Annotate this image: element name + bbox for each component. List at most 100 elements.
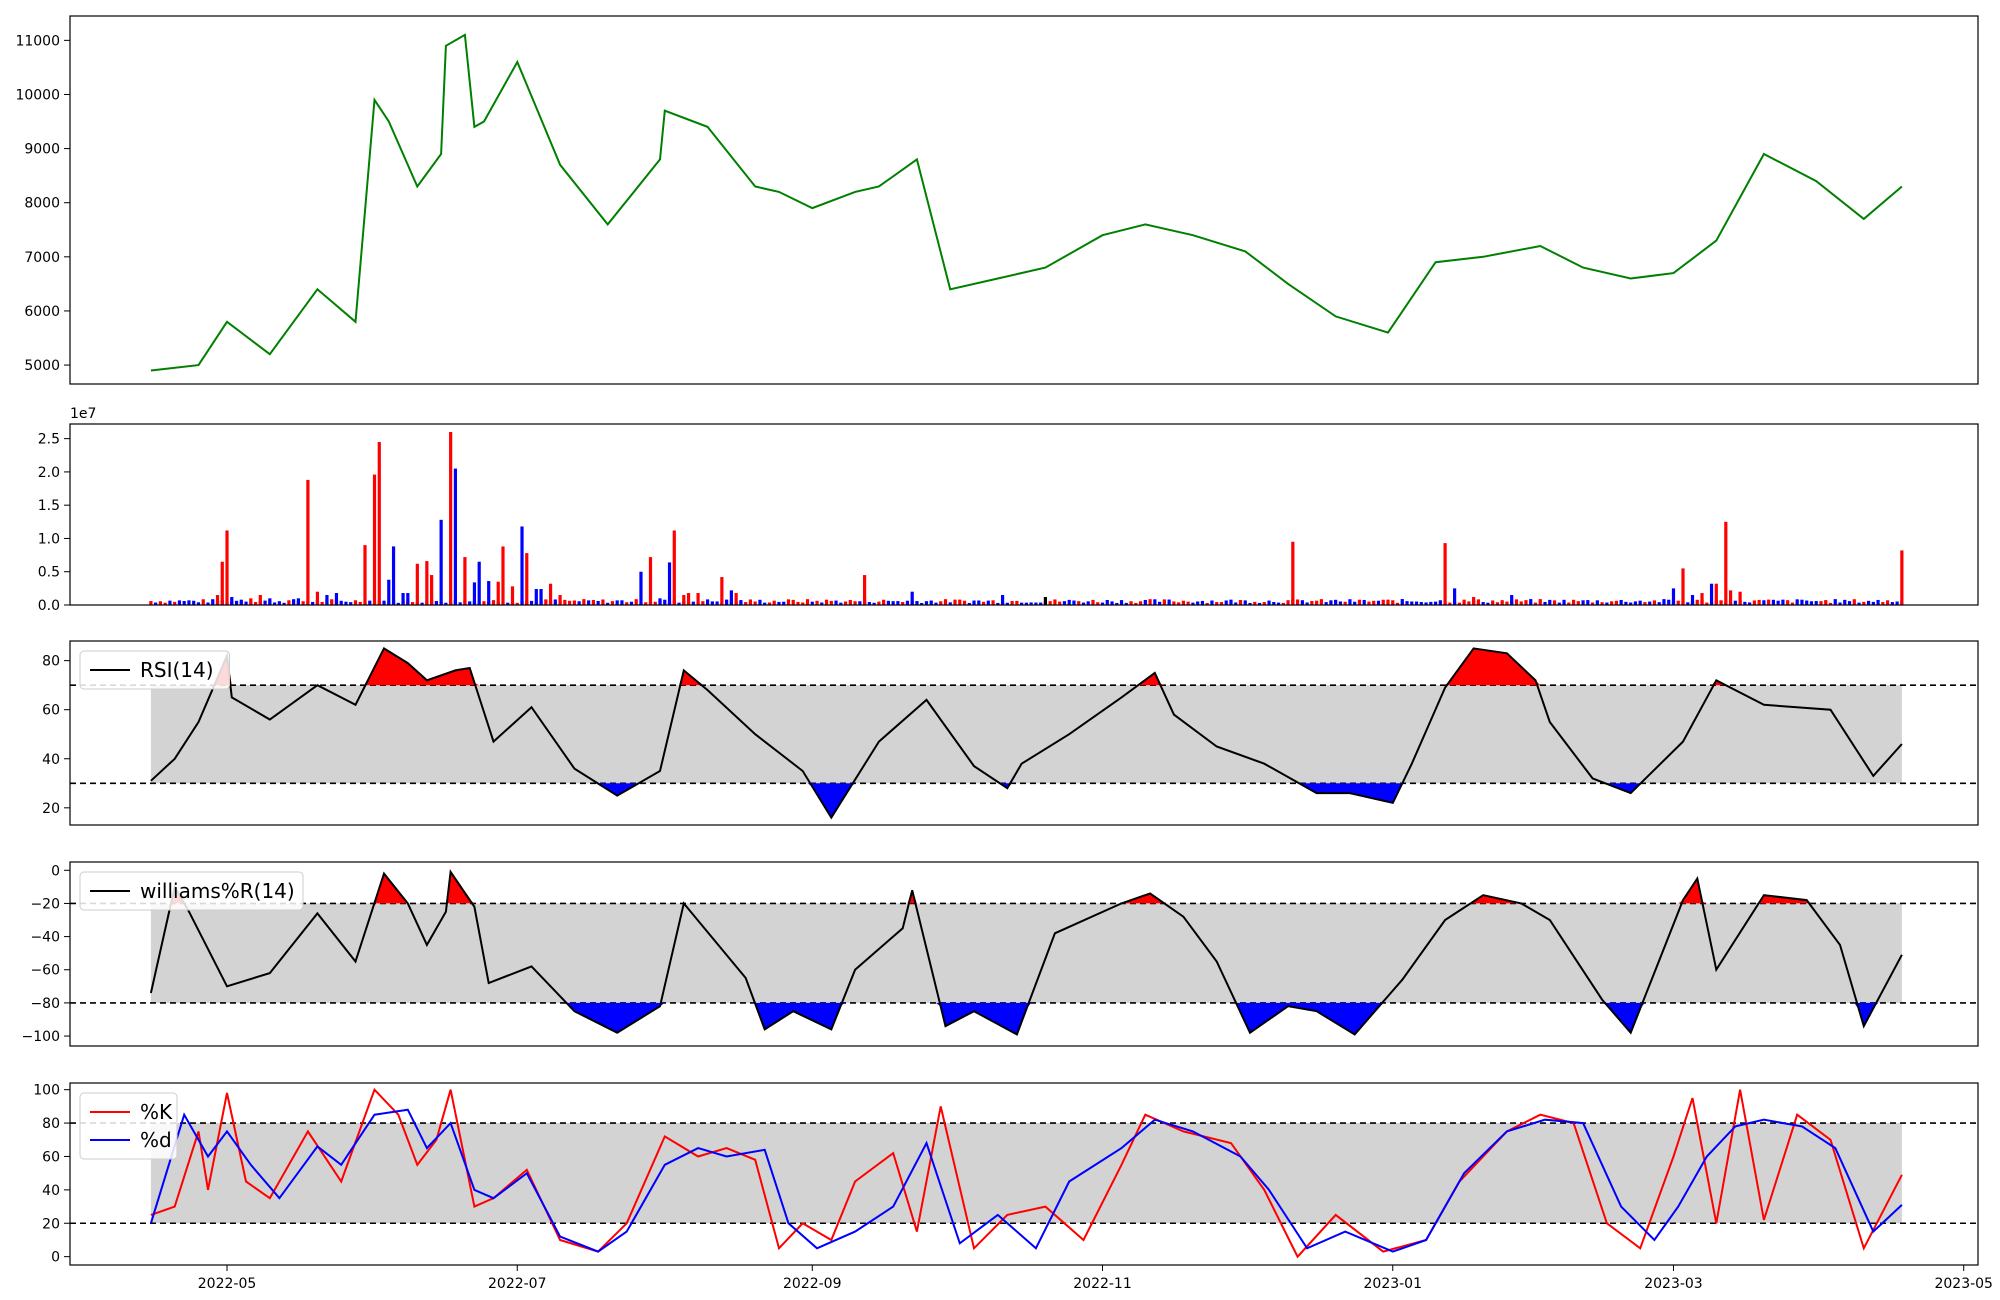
volume-bar (425, 561, 429, 605)
y-tick-label: 80 (42, 1116, 60, 1132)
y-tick-label: 40 (42, 752, 60, 768)
legend-box (79, 650, 230, 690)
volume-bar (772, 600, 776, 605)
volume-bar (1224, 600, 1228, 605)
overbought-fill (150, 648, 1902, 686)
volume-bar (158, 601, 163, 605)
volume-bar (1610, 601, 1614, 605)
volume-bar (1728, 590, 1733, 605)
volume-bar (634, 599, 638, 605)
volume-bar (182, 601, 186, 605)
price-line (150, 33, 1903, 372)
volume-bar (525, 553, 529, 605)
volume-bar (1491, 600, 1495, 605)
volume-bar (1253, 601, 1257, 605)
volume-bar (253, 602, 258, 605)
volume-bar (1329, 600, 1333, 605)
volume-bar (1671, 588, 1676, 605)
volume-bar (1462, 599, 1466, 605)
volume-bar (777, 601, 781, 605)
volume-bar (201, 599, 205, 605)
volume-bar (891, 601, 895, 605)
volume-bar (1457, 602, 1461, 605)
volume-bar (548, 583, 553, 605)
y-tick-label: 40 (42, 1183, 60, 1199)
volume-bar (981, 601, 986, 605)
volume-bar (1086, 601, 1090, 605)
volume-bar (601, 599, 605, 605)
volume-bar (943, 599, 948, 605)
overbought-fill (150, 871, 1902, 904)
volume-bar (330, 599, 334, 605)
volume-bar (1795, 599, 1799, 605)
volume-bar (277, 601, 281, 605)
volume-bar (615, 600, 619, 605)
volume-bar (1376, 600, 1381, 605)
volume-bar (149, 601, 153, 605)
volume-bar (705, 599, 710, 605)
volume-bar (1343, 601, 1347, 605)
volume-bar (339, 600, 343, 605)
volume-bar (572, 600, 576, 605)
volume-bar (1738, 591, 1742, 605)
volume-bar (729, 590, 733, 605)
volume-bar (387, 579, 391, 605)
volume-bar (901, 602, 905, 605)
volume-bar (501, 546, 505, 605)
volume-bar (796, 601, 800, 605)
y-tick-label: 60 (42, 703, 60, 719)
volume-bar (962, 600, 967, 605)
volume-bar (563, 599, 567, 605)
volume-bar (977, 600, 981, 605)
volume-bar (1748, 602, 1752, 605)
volume-bar (1153, 599, 1157, 605)
volume-bar (1143, 599, 1147, 605)
volume-bar (905, 600, 910, 605)
volume-bar (544, 599, 548, 605)
volume-bar (1386, 599, 1390, 605)
volume-bar (1486, 602, 1490, 605)
volume-bar (1067, 599, 1071, 605)
legend-label: %K (140, 1100, 173, 1124)
volume-bar (510, 586, 515, 605)
volume-bar (568, 600, 572, 605)
volume-bar (410, 602, 415, 605)
volume-bar (1576, 601, 1580, 605)
volume-bar (282, 602, 286, 605)
volume-bar (620, 600, 624, 605)
volume-bar (1900, 550, 1904, 605)
series-line-k (150, 1087, 1903, 1259)
volume-bar (1262, 602, 1266, 605)
volume-bar (1348, 599, 1352, 605)
volume-bar (1243, 600, 1247, 605)
volume-bar (710, 601, 714, 605)
volume-bar (1719, 600, 1723, 605)
volume-bar (1015, 600, 1019, 605)
y-tick-label: 5000 (24, 358, 60, 374)
volume-bar (1291, 541, 1295, 605)
y-tick-label: 11000 (15, 33, 60, 49)
volume-bar (596, 600, 600, 605)
y-tick-label: 100 (33, 1083, 60, 1099)
volume-bar (1686, 602, 1690, 605)
volume-bar (720, 577, 724, 605)
volume-bar (1843, 599, 1847, 605)
volume-bar (1362, 599, 1366, 605)
volume-bar (439, 519, 443, 605)
volume-bar (863, 575, 867, 605)
volume-bar (1590, 602, 1595, 605)
volume-bar (920, 603, 924, 605)
x-tick-label: 2023-01 (1364, 1276, 1423, 1292)
y-tick-label: 8000 (24, 196, 60, 212)
y-tick-label: 60 (42, 1149, 60, 1165)
volume-bar (239, 599, 243, 605)
y-tick-label: 20 (42, 801, 60, 817)
volume-bar (1381, 599, 1385, 605)
volume-bar (1519, 601, 1523, 605)
volume-bar (577, 601, 581, 605)
volume-bar (1124, 602, 1128, 605)
volume-bar (1229, 599, 1233, 605)
volume-bar (1657, 602, 1661, 605)
volume-bar (1786, 600, 1790, 605)
volume-bar (358, 601, 362, 605)
